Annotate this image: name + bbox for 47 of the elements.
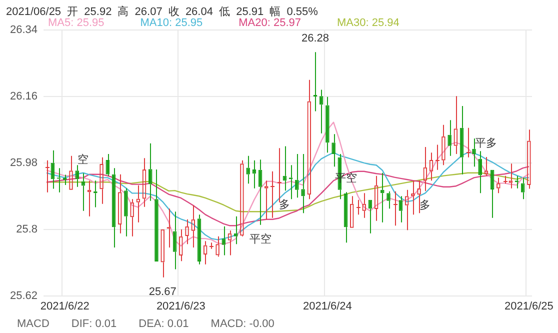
candlestick [270, 170, 275, 218]
candlestick [45, 160, 50, 193]
annotation: 多 [279, 199, 290, 212]
text: MACD [17, 318, 50, 330]
annotation: 26.28 [301, 32, 330, 45]
candlestick [326, 96, 330, 154]
candlestick [448, 120, 452, 156]
candlestick [466, 127, 471, 158]
y-tick-label: 25.62 [10, 290, 38, 302]
annotation: 25.67 [148, 286, 176, 298]
candlestick [234, 216, 238, 245]
annotation: 空 [78, 152, 89, 166]
candlestick [154, 169, 158, 262]
text: MA5: 25.95 [48, 17, 104, 29]
candlestick [106, 154, 110, 176]
y-tick-label: 26.34 [10, 24, 38, 36]
candlestick [246, 155, 250, 184]
text: MA10: 25.95 [140, 17, 203, 29]
candlestick [435, 144, 440, 170]
candlestick [478, 150, 482, 194]
candlestick [75, 164, 79, 188]
candlestick [301, 154, 305, 214]
x-tick-label: 2021/6/22 [40, 300, 90, 312]
candlestick [356, 199, 361, 216]
candlestick [295, 154, 299, 198]
candlestick [148, 142, 152, 202]
annotation: 多 [420, 199, 431, 212]
candlestick [472, 138, 476, 168]
chart-title: 2021/06/25 开 25.92 高 26.07 收 26.04 低 25.91 幅 0.55% [6, 4, 318, 18]
candlestick [332, 134, 336, 168]
text: DEA: 0.01 [138, 318, 189, 330]
text: MA30: 25.94 [337, 17, 400, 29]
x-tick-label: 2021/6/25 [504, 300, 554, 312]
y-tick-label: 26.16 [10, 90, 38, 102]
y-tick-label: 25.98 [10, 156, 38, 169]
text: MACD: -0.00 [210, 318, 274, 330]
candlestick [124, 188, 128, 237]
x-tick-label: 2021/6/24 [302, 300, 352, 312]
y-tick-label: 25.8 [16, 223, 38, 236]
candlestick [393, 190, 398, 226]
candlestick [313, 52, 318, 112]
text: MA20: 25.97 [238, 17, 302, 29]
candlestick [386, 190, 390, 210]
text: DIF: 0.01 [71, 318, 117, 330]
annotation: 平多 [475, 138, 498, 150]
annotation: 平空 [249, 232, 272, 246]
x-tick-label: 2021/6/23 [156, 300, 206, 312]
